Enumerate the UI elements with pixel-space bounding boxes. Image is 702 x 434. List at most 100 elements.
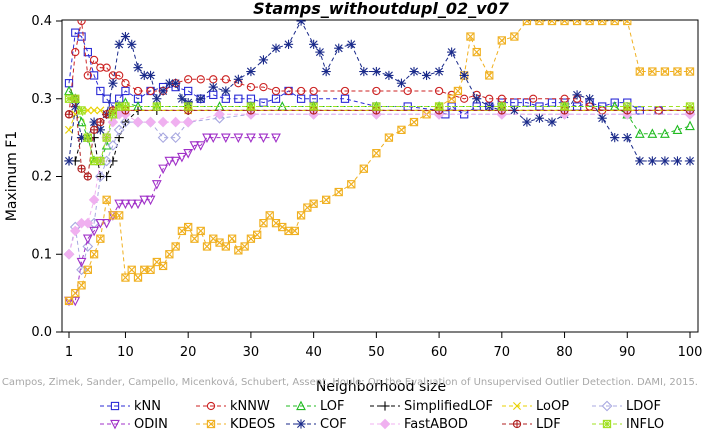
point-ldof-13	[170, 132, 182, 144]
point-kdeos-3	[83, 265, 92, 274]
point-fastabod-10	[132, 116, 144, 128]
legend-label-fastabod: FastABOD	[404, 417, 468, 432]
legend-marker-simplifiedlof	[380, 401, 390, 411]
point-kdeos-28	[240, 242, 249, 251]
legend-marker-inflo	[602, 419, 612, 429]
point-cof-41	[447, 47, 457, 57]
point-cof-48	[534, 113, 545, 123]
legend-marker-loop	[513, 402, 521, 410]
point-cof-15	[158, 86, 168, 96]
point-cof-35	[371, 66, 381, 77]
point-kdeos-30	[253, 230, 262, 239]
point-knn-3	[83, 47, 92, 57]
legend-marker-cof	[296, 419, 306, 429]
point-knn-5	[96, 86, 105, 96]
point-knn-23	[296, 94, 306, 103]
point-kdeos-65	[610, 20, 619, 26]
point-knn-14	[184, 86, 193, 96]
point-odin-18	[177, 152, 187, 163]
point-cof-33	[346, 39, 356, 49]
point-cof-36	[384, 70, 394, 81]
series-ldof	[63, 108, 696, 276]
point-cof-58	[660, 156, 670, 166]
legend-label-loop: LoOP	[536, 399, 569, 414]
point-ldof-7	[107, 140, 119, 151]
point-inflo-9	[121, 102, 130, 111]
point-inflo-12	[246, 102, 256, 111]
point-kdeos-58	[522, 20, 532, 26]
point-ldf-0	[64, 110, 74, 119]
point-odin-11	[133, 199, 143, 210]
point-kdeos-10	[127, 265, 136, 274]
point-kdeos-63	[585, 20, 594, 26]
y-axis-ticks: 0.0 0.1 0.2 0.3 0.4	[31, 14, 62, 340]
point-kdeos-8	[115, 211, 124, 220]
point-knn-9	[121, 86, 130, 96]
point-cof-20	[196, 94, 206, 104]
point-odin-22	[202, 133, 212, 144]
point-kdeos-69	[660, 67, 670, 76]
point-knnw-23	[296, 86, 306, 96]
point-knn-6	[102, 94, 111, 103]
point-cof-26	[271, 43, 281, 53]
point-cof-37	[396, 78, 407, 88]
point-inflo-15	[434, 102, 444, 111]
y-tick-label-0.1: 0.1	[31, 247, 52, 262]
point-cof-30	[315, 47, 325, 57]
legend-item-ldof: LDOF	[592, 399, 661, 414]
legend-marker-fastabod	[379, 418, 391, 430]
point-cof-42	[459, 70, 469, 81]
point-odin-20	[189, 141, 200, 151]
legend-item-odin: ODIN	[100, 417, 168, 432]
point-knnw-17	[221, 75, 230, 84]
point-cof-32	[334, 43, 344, 53]
point-knnw-24	[309, 86, 318, 96]
point-kdeos-1	[71, 288, 80, 298]
point-inflo-2	[77, 106, 86, 115]
legend-label-lof: LOF	[320, 399, 345, 414]
legend-item-knn: kNN	[100, 399, 161, 414]
legend-marker-knnw	[206, 401, 216, 411]
x-tick-label-80: 80	[556, 345, 573, 360]
x-axis-label: Neighborhood size	[316, 379, 446, 395]
point-lof-0	[64, 85, 74, 96]
point-fastabod-4	[88, 194, 100, 206]
x-tick-label-20: 20	[180, 345, 197, 360]
point-simplifiedlof-7	[108, 156, 118, 166]
point-kdeos-21	[196, 226, 205, 236]
point-ldof-5	[94, 171, 106, 182]
point-kdeos-32	[265, 211, 274, 220]
point-odin-27	[258, 133, 269, 144]
point-knnw-1	[71, 47, 80, 57]
legend-label-knn: kNN	[134, 399, 161, 414]
series-inflo	[64, 94, 695, 166]
point-lof-26	[672, 124, 683, 134]
legend-marker-odin	[110, 419, 120, 430]
point-cof-59	[672, 156, 683, 166]
point-lof-2	[76, 116, 87, 127]
point-odin-23	[208, 133, 219, 144]
point-ldof-8	[113, 124, 125, 136]
point-kdeos-5	[96, 234, 105, 243]
point-cof-18	[177, 94, 187, 104]
legend: kNN kNNW LOF SimplifiedLOF LoOP LDOF ODIN KDEOS…	[100, 399, 664, 432]
point-kdeos-15	[158, 261, 168, 271]
point-cof-10	[127, 39, 137, 49]
point-cof-39	[421, 70, 432, 81]
point-knnw-5	[96, 63, 105, 72]
point-kdeos-41	[334, 187, 343, 197]
point-cof-28	[296, 20, 306, 26]
point-cof-14	[152, 94, 162, 104]
point-cof-22	[221, 86, 231, 96]
legend-marker-knn	[110, 401, 120, 411]
point-odin-13	[145, 195, 156, 206]
point-knnw-8	[115, 71, 124, 80]
y-tick-label-0.3: 0.3	[31, 92, 52, 107]
point-kdeos-19	[184, 222, 193, 232]
point-knnw-25	[340, 86, 350, 96]
point-knn-21	[271, 94, 281, 103]
point-cof-38	[409, 66, 419, 77]
point-kdeos-61	[560, 20, 569, 26]
point-knnw-2	[77, 20, 86, 26]
